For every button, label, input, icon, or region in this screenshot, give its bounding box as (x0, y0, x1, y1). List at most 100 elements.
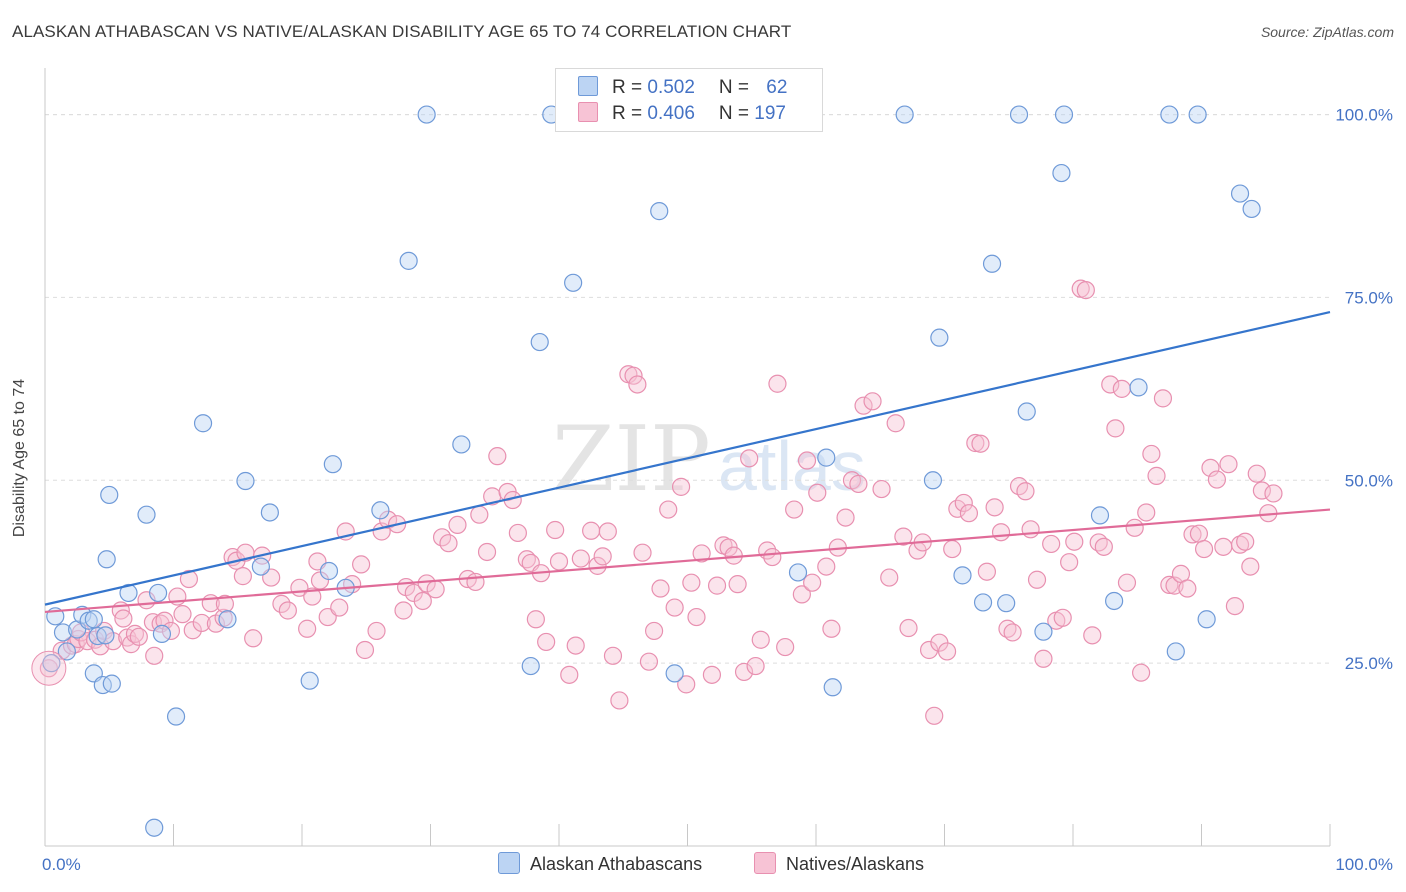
point-native-alaskan (1207, 470, 1227, 489)
point-native-alaskan (728, 575, 747, 594)
point-native-alaskan (1027, 570, 1047, 589)
point-native-alaskan (785, 500, 804, 519)
point-native-alaskan (129, 627, 148, 646)
legend-n-label: N = (718, 103, 755, 124)
point-native-alaskan (417, 574, 436, 593)
point-native-alaskan (797, 451, 817, 470)
point-native-alaskan (702, 665, 722, 684)
point-native-alaskan (768, 374, 787, 393)
point-native-alaskan (792, 585, 811, 604)
point-athabascan (57, 642, 76, 661)
point-athabascan (1242, 199, 1261, 219)
point-native-alaskan (966, 433, 985, 453)
point-native-alaskan (1214, 537, 1233, 556)
legend-r-value: 0.502 (647, 77, 695, 98)
axes (44, 68, 1331, 847)
point-native-alaskan (114, 609, 133, 628)
point-native-alaskan (899, 618, 918, 638)
point-native-alaskan (546, 520, 565, 540)
y-tick-label: 50.0% (1345, 471, 1393, 490)
point-native-alaskan (1125, 518, 1144, 537)
point-athabascan (137, 505, 156, 524)
legend-n-value: 197 (754, 103, 786, 124)
point-native-alaskan (278, 601, 297, 620)
point-athabascan (152, 624, 172, 643)
point-native-alaskan (566, 636, 585, 655)
point-athabascan (982, 254, 1002, 273)
point-native-alaskan (1042, 534, 1061, 554)
point-native-alaskan (751, 630, 770, 649)
point-athabascan (96, 626, 115, 645)
legend-n-value: 62 (766, 77, 788, 98)
legend-swatch-series2 (578, 102, 598, 122)
watermark-atlas: atlas (718, 427, 866, 505)
tick-labels: 25.0% 50.0% 75.0% 100.0% 0.0% 100.0% (42, 106, 1393, 874)
point-native-alaskan (1189, 524, 1209, 543)
point-native-alaskan (378, 510, 398, 529)
point-native-alaskan (179, 569, 199, 589)
point-native-alaskan (1219, 455, 1238, 474)
bottom-legend-series1: Alaskan Athabascans (498, 852, 702, 875)
legend-n-label: N = (718, 77, 755, 98)
point-athabascan (930, 328, 949, 347)
point-native-alaskan (991, 523, 1011, 542)
x-tick-label-right: 100.0% (1335, 855, 1393, 874)
point-athabascan (218, 610, 237, 629)
point-athabascan (823, 678, 842, 697)
point-athabascan (1166, 642, 1185, 661)
point-native-alaskan (959, 504, 979, 523)
point-native-alaskan (355, 640, 375, 660)
point-native-alaskan (192, 613, 211, 633)
bottom-legend-label-series2: Natives/Alaskans (786, 854, 925, 874)
point-native-alaskan (145, 646, 164, 665)
point-native-alaskan (1034, 649, 1053, 668)
point-athabascan (452, 435, 471, 454)
point-athabascan (1105, 591, 1124, 611)
point-athabascan (119, 583, 138, 603)
point-native-alaskan (682, 573, 701, 592)
point-native-alaskan (121, 635, 141, 654)
point-native-alaskan (863, 392, 882, 411)
source-label: Source: ZipAtlas.com (1260, 24, 1394, 40)
bottom-legend-swatch-series1 (498, 852, 520, 874)
point-athabascan (923, 471, 943, 490)
point-native-alaskan (549, 552, 569, 571)
point-native-alaskan (644, 621, 664, 641)
point-native-alaskan (477, 542, 497, 562)
point-athabascan (251, 557, 270, 576)
point-native-alaskan (1132, 663, 1151, 682)
point-athabascan (665, 664, 684, 683)
point-athabascan (1230, 184, 1250, 203)
bottom-legend-swatch-series2 (754, 852, 776, 874)
point-native-alaskan (582, 521, 601, 540)
point-native-alaskan (1230, 535, 1250, 554)
point-native-alaskan (244, 629, 263, 648)
point-athabascan (236, 471, 255, 491)
point-athabascan (817, 448, 836, 467)
point-native-alaskan (39, 659, 58, 678)
point-native-alaskan (740, 449, 759, 468)
point-native-alaskan (763, 547, 782, 567)
point-athabascan (102, 674, 121, 693)
point-athabascan (148, 583, 168, 603)
point-native-alaskan (330, 598, 349, 617)
point-athabascan (300, 671, 319, 690)
point-native-alaskan (298, 619, 317, 638)
point-native-alaskan (1252, 481, 1271, 500)
point-native-alaskan (971, 434, 990, 453)
point-native-alaskan (470, 505, 489, 524)
trend-line-athabascan (44, 310, 1331, 606)
point-native-alaskan (692, 544, 711, 563)
point-native-alaskan (1183, 525, 1202, 544)
point-athabascan (260, 503, 279, 522)
legend-row-series1: R = 0.502 N = 62 (578, 76, 787, 100)
point-native-alaskan (886, 414, 905, 433)
point-native-alaskan (854, 396, 873, 415)
point-athabascan (895, 105, 914, 124)
legend-r-label: R = (612, 103, 648, 124)
point-native-alaskan (1225, 596, 1245, 616)
point-athabascan (1129, 378, 1148, 397)
point-native-alaskan (894, 527, 913, 546)
point-athabascan (953, 566, 972, 585)
